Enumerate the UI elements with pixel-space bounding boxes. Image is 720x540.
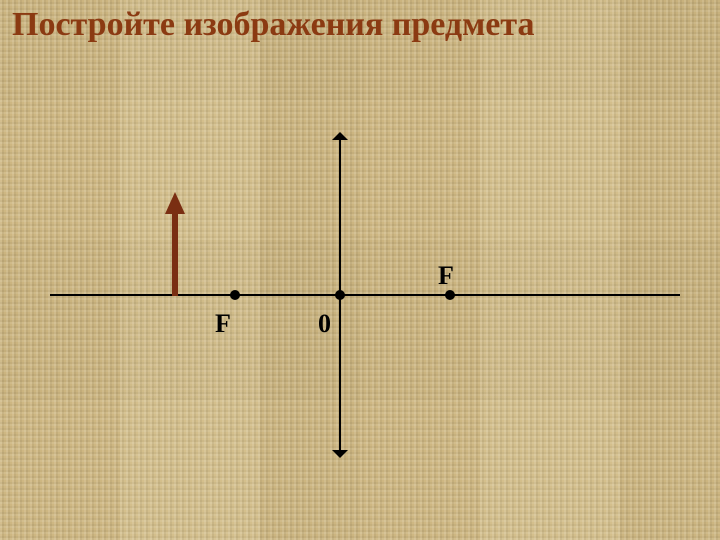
canvas-background	[0, 0, 720, 540]
lens-arrowhead-bottom-icon	[332, 450, 348, 458]
focus-right-point	[445, 290, 455, 300]
object-arrow-icon	[165, 192, 185, 296]
page-title: Постройте изображения предмета	[12, 6, 534, 44]
lens-arrowhead-top-icon	[332, 132, 348, 140]
origin-label: 0	[318, 309, 331, 339]
optical-axis-horizontal	[50, 294, 680, 296]
focus-left-point	[230, 290, 240, 300]
focus-right-label: F	[438, 261, 454, 291]
origin-point	[335, 290, 345, 300]
focus-left-label: F	[215, 309, 231, 339]
